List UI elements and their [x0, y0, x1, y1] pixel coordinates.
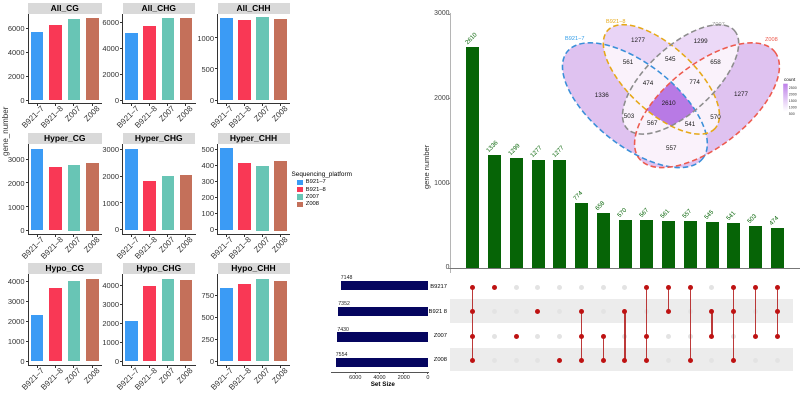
svg-text:2500: 2500 [789, 86, 797, 90]
svg-text:1500: 1500 [789, 99, 797, 103]
svg-text:1000: 1000 [789, 106, 797, 110]
svg-text:500: 500 [789, 112, 795, 116]
svg-text:count: count [784, 77, 796, 82]
svg-text:2000: 2000 [789, 93, 797, 97]
